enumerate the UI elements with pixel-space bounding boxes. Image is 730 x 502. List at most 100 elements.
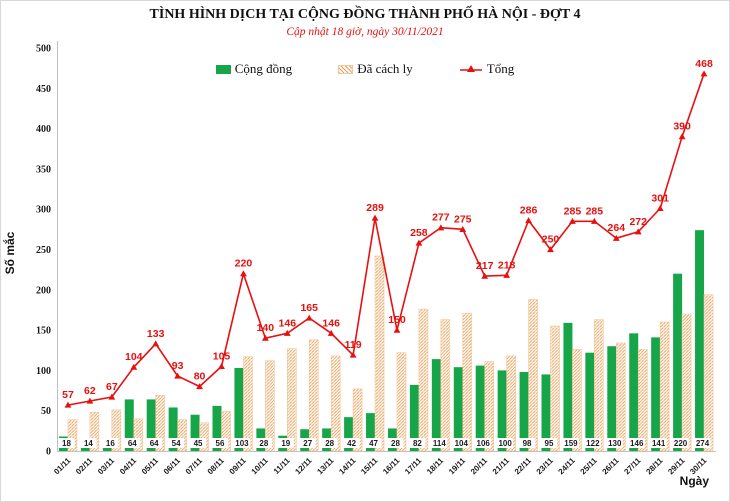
bar-value-box (190, 438, 207, 448)
x-tick-label: 01/11 (52, 456, 73, 477)
y-tick-label: 300 (36, 205, 51, 216)
bar-quarantine (199, 422, 209, 452)
x-tick-label: 21/11 (491, 456, 512, 477)
bar-quarantine (572, 349, 582, 452)
x-tick-label: 19/11 (447, 456, 468, 477)
bar-value-label: 159 (564, 439, 578, 448)
x-tick-label: 15/11 (359, 456, 380, 477)
bar-community (607, 346, 617, 451)
total-line-marker (349, 351, 357, 358)
bar-quarantine (133, 418, 144, 452)
bar-community (541, 374, 551, 451)
bar-value-label: 64 (150, 439, 159, 448)
x-tick-label: 26/11 (601, 456, 622, 477)
bar-quarantine (177, 419, 187, 452)
bar-quarantine (681, 313, 692, 452)
bar-quarantine (462, 312, 473, 452)
x-tick-label: 10/11 (250, 456, 271, 477)
bar-quarantine (89, 412, 100, 452)
bar-value-box (58, 438, 75, 448)
x-tick-label: 28/11 (644, 456, 665, 477)
bar-quarantine (396, 352, 407, 452)
total-value-label: 119 (345, 339, 362, 351)
total-value-label: 272 (629, 216, 647, 228)
bar-value-label: 104 (455, 439, 469, 448)
bar-community (629, 333, 639, 451)
bar-value-box (321, 438, 338, 448)
bar-value-box (628, 438, 645, 448)
bar-value-label: 220 (674, 439, 688, 448)
bar-value-label: 14 (84, 439, 93, 448)
total-line-marker (240, 270, 247, 277)
bar-value-box (694, 438, 711, 448)
x-tick-label: 14/11 (337, 456, 358, 477)
bar-value-label: 98 (523, 439, 532, 448)
bar-community (695, 230, 705, 451)
bar-value-box (497, 438, 514, 448)
bar-value-box (650, 438, 667, 448)
bar-community (497, 370, 507, 451)
y-tick-label: 450 (36, 84, 51, 95)
y-axis-title: Số mắc (3, 231, 17, 275)
x-tick-label: 08/11 (206, 456, 227, 477)
total-line-marker (327, 329, 335, 336)
bar-value-label: 28 (259, 439, 268, 448)
bar-quarantine (352, 388, 363, 452)
total-line-marker (590, 217, 598, 224)
total-line-marker (525, 217, 532, 224)
x-tick-label: 13/11 (315, 456, 336, 477)
total-line-marker (108, 393, 116, 400)
total-value-label: 468 (695, 58, 713, 70)
bar-value-box (80, 438, 97, 448)
legend-label-total: Tổng (486, 61, 515, 76)
y-tick-label: 250 (36, 245, 51, 256)
total-line-marker (64, 401, 72, 408)
bar-value-label: 122 (586, 439, 600, 448)
total-line-marker (261, 334, 269, 341)
total-value-label: 105 (213, 350, 231, 362)
bar-value-box (453, 438, 470, 448)
bar-community (124, 399, 134, 451)
bar-value-label: 47 (369, 439, 378, 448)
total-value-label: 285 (586, 205, 604, 217)
total-value-label: 104 (125, 351, 143, 363)
bar-quarantine (155, 395, 165, 452)
bar-quarantine (440, 319, 451, 452)
x-tick-label: 06/11 (162, 456, 183, 477)
bar-quarantine (243, 356, 253, 452)
total-value-label: 217 (476, 260, 494, 272)
x-tick-label: 02/11 (74, 456, 95, 477)
bar-value-label: 42 (347, 439, 356, 448)
total-line-marker (437, 224, 445, 231)
total-line-marker (196, 383, 203, 390)
y-tick-label: 400 (36, 124, 51, 135)
bar-value-box (168, 438, 185, 448)
bar-community (453, 367, 463, 451)
total-value-label: 146 (322, 317, 340, 329)
chart-subtitle: Cập nhật 18 giờ, ngày 30/11/2021 (286, 26, 444, 38)
bar-value-box (277, 438, 294, 448)
bar-quarantine (615, 342, 626, 452)
x-tick-label: 17/11 (403, 456, 424, 477)
total-value-label: 289 (366, 202, 384, 214)
bar-community (651, 337, 661, 451)
total-value-label: 285 (564, 205, 582, 217)
bar-community (475, 365, 485, 451)
bar-value-box (102, 438, 119, 448)
bar-quarantine (484, 361, 495, 452)
bar-quarantine (659, 321, 670, 452)
y-tick-label: 150 (36, 326, 51, 337)
bar-quarantine (528, 299, 538, 452)
total-line-marker (305, 314, 313, 321)
bar-value-label: 95 (545, 439, 554, 448)
total-value-label: 93 (172, 360, 184, 372)
total-line-marker (569, 217, 576, 224)
bar-community (409, 384, 419, 451)
bar-value-label: 106 (477, 439, 491, 448)
bar-quarantine (703, 294, 714, 452)
bar-value-label: 19 (281, 439, 290, 448)
bar-value-label: 54 (172, 439, 181, 448)
x-tick-label: 16/11 (381, 456, 402, 477)
bar-value-box (562, 438, 579, 448)
